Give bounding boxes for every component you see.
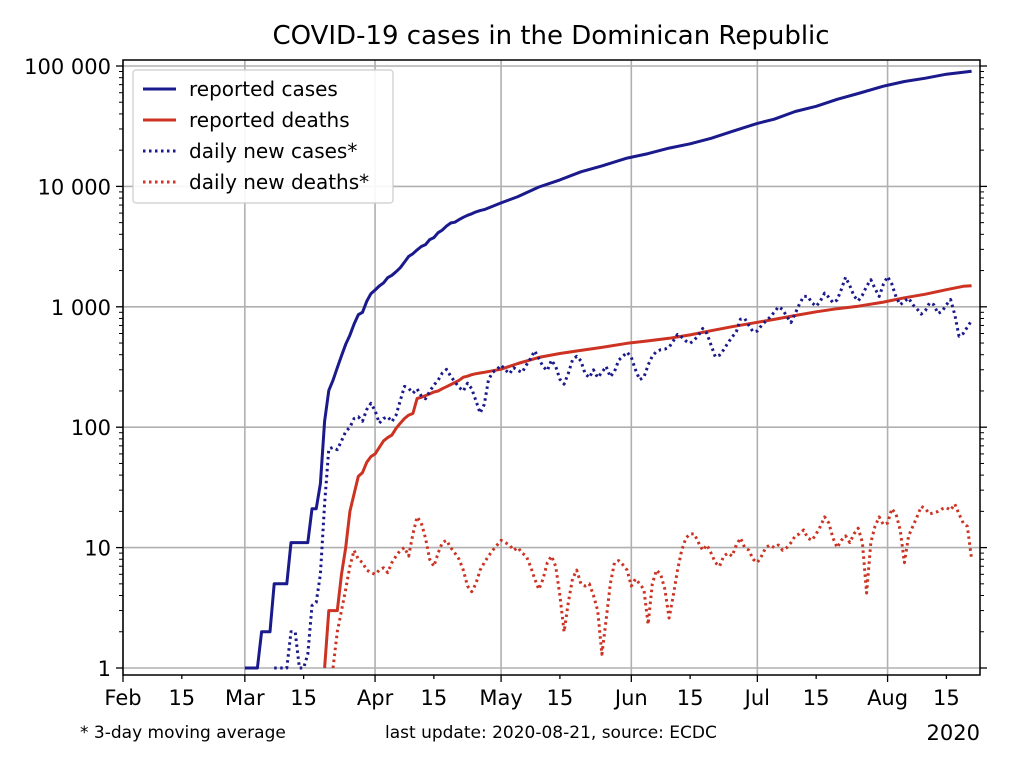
legend: reported cases reported deaths daily new c… bbox=[132, 69, 394, 204]
legend-label: reported deaths bbox=[189, 108, 350, 132]
x-tick-label: 15 bbox=[933, 686, 960, 710]
legend-label: daily new deaths* bbox=[189, 170, 369, 194]
axes: 1 10 100 1 000 10 000 100 000 Feb 15 Mar 15 Apr 15 M… bbox=[24, 55, 987, 710]
x-tick-label: 15 bbox=[168, 686, 195, 710]
series-line-reported-deaths bbox=[323, 284, 972, 669]
x-tick-label: Apr bbox=[357, 686, 394, 710]
y-tick-label: 100 bbox=[71, 416, 111, 440]
y-tick-label: 1 000 bbox=[51, 296, 111, 320]
series-line-reported-cases bbox=[244, 69, 972, 670]
x-tick-label: May bbox=[479, 686, 522, 710]
legend-label: daily new cases* bbox=[189, 139, 357, 163]
plot-frame bbox=[122, 59, 981, 676]
source-note: last update: 2020-08-21, source: ECDC bbox=[385, 723, 717, 743]
y-tick-label: 10 bbox=[84, 537, 111, 561]
year-label: 2020 bbox=[927, 721, 980, 745]
x-tick-label: 15 bbox=[803, 686, 830, 710]
series-line-daily-new-cases bbox=[274, 275, 973, 670]
series-line-daily-new-deaths bbox=[331, 502, 974, 669]
x-tick-label: Jun bbox=[613, 686, 648, 710]
x-tick-label: 15 bbox=[677, 686, 704, 710]
x-tick-label: Aug bbox=[867, 686, 908, 710]
series-group bbox=[244, 69, 974, 670]
x-tick-label: Jul bbox=[743, 686, 770, 710]
x-tick-label: Feb bbox=[104, 686, 141, 710]
x-tick-label: Mar bbox=[225, 686, 265, 710]
x-tick-label: 15 bbox=[290, 686, 317, 710]
y-tick-label: 10 000 bbox=[38, 175, 111, 199]
chart-title: COVID-19 cases in the Dominican Republic bbox=[272, 21, 829, 51]
x-tick-label: 15 bbox=[421, 686, 448, 710]
y-tick-label: 100 000 bbox=[24, 55, 111, 79]
legend-label: reported cases bbox=[189, 77, 338, 101]
footnote: * 3-day moving average bbox=[80, 723, 286, 743]
legend-box bbox=[132, 69, 394, 204]
y-tick-label: 1 bbox=[98, 657, 111, 681]
x-tick-label: 15 bbox=[547, 686, 574, 710]
